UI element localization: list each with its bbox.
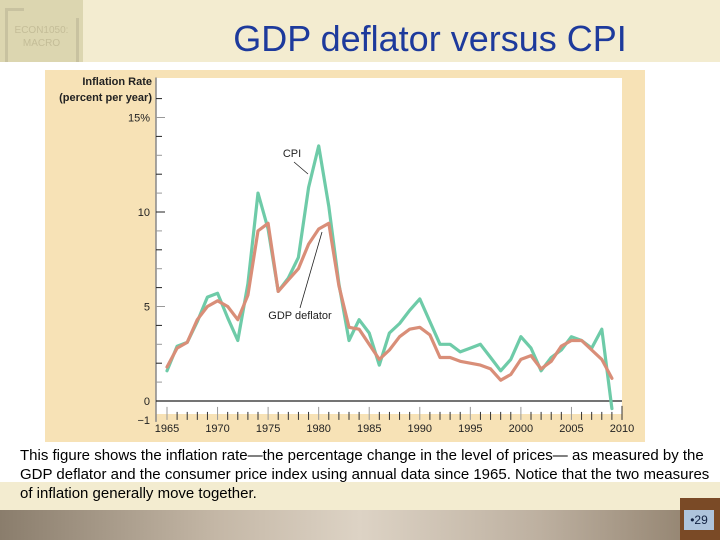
plot-area <box>156 78 622 414</box>
cpi-annotation-leader <box>293 161 309 175</box>
course-logo: ECON1050: MACRO <box>0 0 83 70</box>
axes: 15% 10 5 0 −1 1965 1970 1975 1980 1985 1990 1995 200… <box>128 77 634 435</box>
gdp-deflator-line <box>165 221 614 382</box>
x-tick-label: 1980 <box>306 423 330 435</box>
footer-band <box>0 510 720 540</box>
y-tick-label: 0 <box>144 396 150 408</box>
y-axis-title-line-2: (percent per year) <box>59 92 152 104</box>
title-band <box>0 0 720 62</box>
annotations: CPI GDP deflator <box>268 148 332 322</box>
page-number: •29 <box>684 510 714 530</box>
x-tick-label: 1990 <box>408 423 432 435</box>
gdp-annotation-label: GDP deflator <box>268 310 332 322</box>
cpi-line <box>165 144 614 411</box>
x-tick-label: 1965 <box>155 423 179 435</box>
logo-text: ECON1050: MACRO <box>0 24 83 50</box>
x-tick-label: 2000 <box>509 423 533 435</box>
gdp-annotation-leader <box>299 231 323 309</box>
logo-bracket-left <box>5 8 24 66</box>
x-tick-label: 2005 <box>559 423 583 435</box>
x-tick-label: 2010 <box>610 423 634 435</box>
logo-line-2: MACRO <box>22 38 61 49</box>
y-tick-label: 5 <box>144 302 150 314</box>
logo-line-1: ECON1050: <box>14 25 69 36</box>
series-lines <box>165 144 614 411</box>
x-tick-label: 1985 <box>357 423 381 435</box>
figure-caption: This figure shows the inflation rate—the… <box>20 447 710 502</box>
y-tick-label: −1 <box>137 415 150 427</box>
slide-title: GDP deflator versus CPI <box>233 18 627 59</box>
y-axis-title-line-1: Inflation Rate <box>82 76 152 88</box>
cpi-annotation-label: CPI <box>283 148 301 160</box>
x-tick-label: 1975 <box>256 423 280 435</box>
x-tick-label: 1970 <box>205 423 229 435</box>
x-tick-label: 1995 <box>458 423 482 435</box>
y-tick-label: 15% <box>128 113 150 125</box>
y-tick-label: 10 <box>138 207 150 219</box>
